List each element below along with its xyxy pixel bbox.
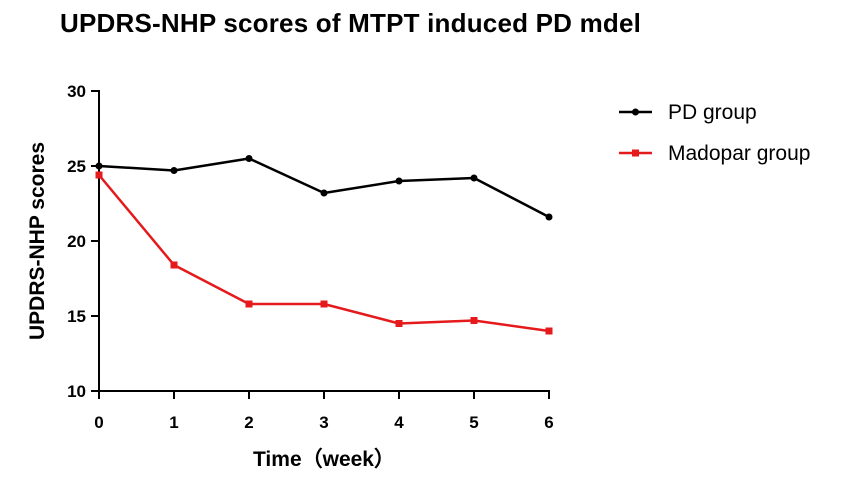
data-point [95, 162, 103, 170]
y-tick-label: 25 [67, 157, 86, 176]
series-layer [95, 155, 553, 335]
data-point [170, 167, 178, 174]
data-point [470, 174, 478, 182]
data-point [320, 300, 328, 308]
series-line [98, 174, 550, 333]
axes: 10 15 20 25 30 0 1 2 3 4 5 6 [67, 82, 554, 432]
data-point [545, 327, 553, 335]
data-point [545, 213, 553, 221]
y-tick-label: 20 [67, 232, 86, 251]
x-axis-label: Time（week） [253, 447, 395, 471]
chart-title: UPDRS-NHP scores of MTPT induced PD mdel [60, 8, 642, 38]
x-tick-label: 2 [244, 413, 253, 432]
data-point [245, 155, 253, 162]
y-tick-label: 10 [67, 382, 86, 401]
y-tick-label: 15 [67, 307, 86, 326]
data-point [170, 261, 178, 269]
data-point [395, 320, 403, 327]
legend-label: PD group [668, 101, 757, 124]
x-tick-label: 1 [169, 413, 178, 432]
legend-item: Madopar group [619, 142, 810, 165]
x-tick-label: 3 [319, 413, 328, 432]
legend-marker [632, 149, 639, 157]
x-tick-label: 4 [394, 413, 404, 432]
series-1 [95, 155, 553, 221]
y-tick-label: 30 [67, 82, 86, 101]
x-tick-label: 6 [544, 413, 553, 432]
data-point [95, 171, 103, 179]
y-axis-label: UPDRS-NHP scores [26, 142, 49, 340]
series-2 [95, 171, 553, 335]
series-line [98, 157, 550, 219]
legend-marker [632, 108, 639, 116]
data-point [395, 177, 403, 185]
legend: PD group Madopar group [619, 101, 810, 165]
x-tick-label: 0 [94, 413, 103, 432]
x-tick-label: 5 [469, 413, 478, 432]
data-point [470, 317, 478, 324]
data-point [320, 189, 328, 197]
legend-label: Madopar group [668, 142, 810, 165]
legend-item: PD group [619, 101, 757, 124]
data-point [245, 300, 253, 308]
